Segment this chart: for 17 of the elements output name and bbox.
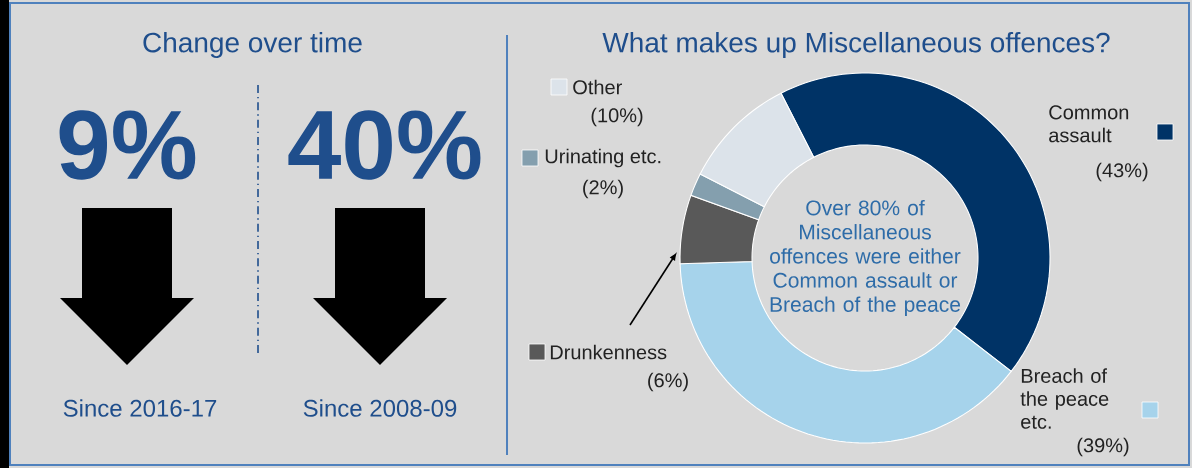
legend-label: Other <box>573 79 622 95</box>
chart-title: What makes up Miscellaneous offences? <box>602 31 1110 59</box>
data-label: (10%) <box>591 107 643 127</box>
text: 9% <box>59 110 196 180</box>
data-label: (43%) <box>1096 162 1148 182</box>
legend-label: Drunkenness <box>550 344 667 360</box>
slice-label: Common assault <box>1049 105 1129 143</box>
text: Over 80% of Miscellaneous offences were either Common assault or Breach of the peace <box>770 199 961 317</box>
data-label: (2%) <box>583 179 623 199</box>
text: 40% <box>288 110 481 180</box>
data-label: (39%) <box>1077 437 1129 457</box>
slice-label: Breach of the peace etc. <box>1020 368 1109 429</box>
legend-label: Urinating etc. <box>545 148 661 168</box>
text: Since 2008-09 <box>303 399 457 417</box>
text: Change over time <box>143 31 362 59</box>
data-label: (6%) <box>648 372 688 392</box>
text: Since 2016-17 <box>63 399 217 417</box>
